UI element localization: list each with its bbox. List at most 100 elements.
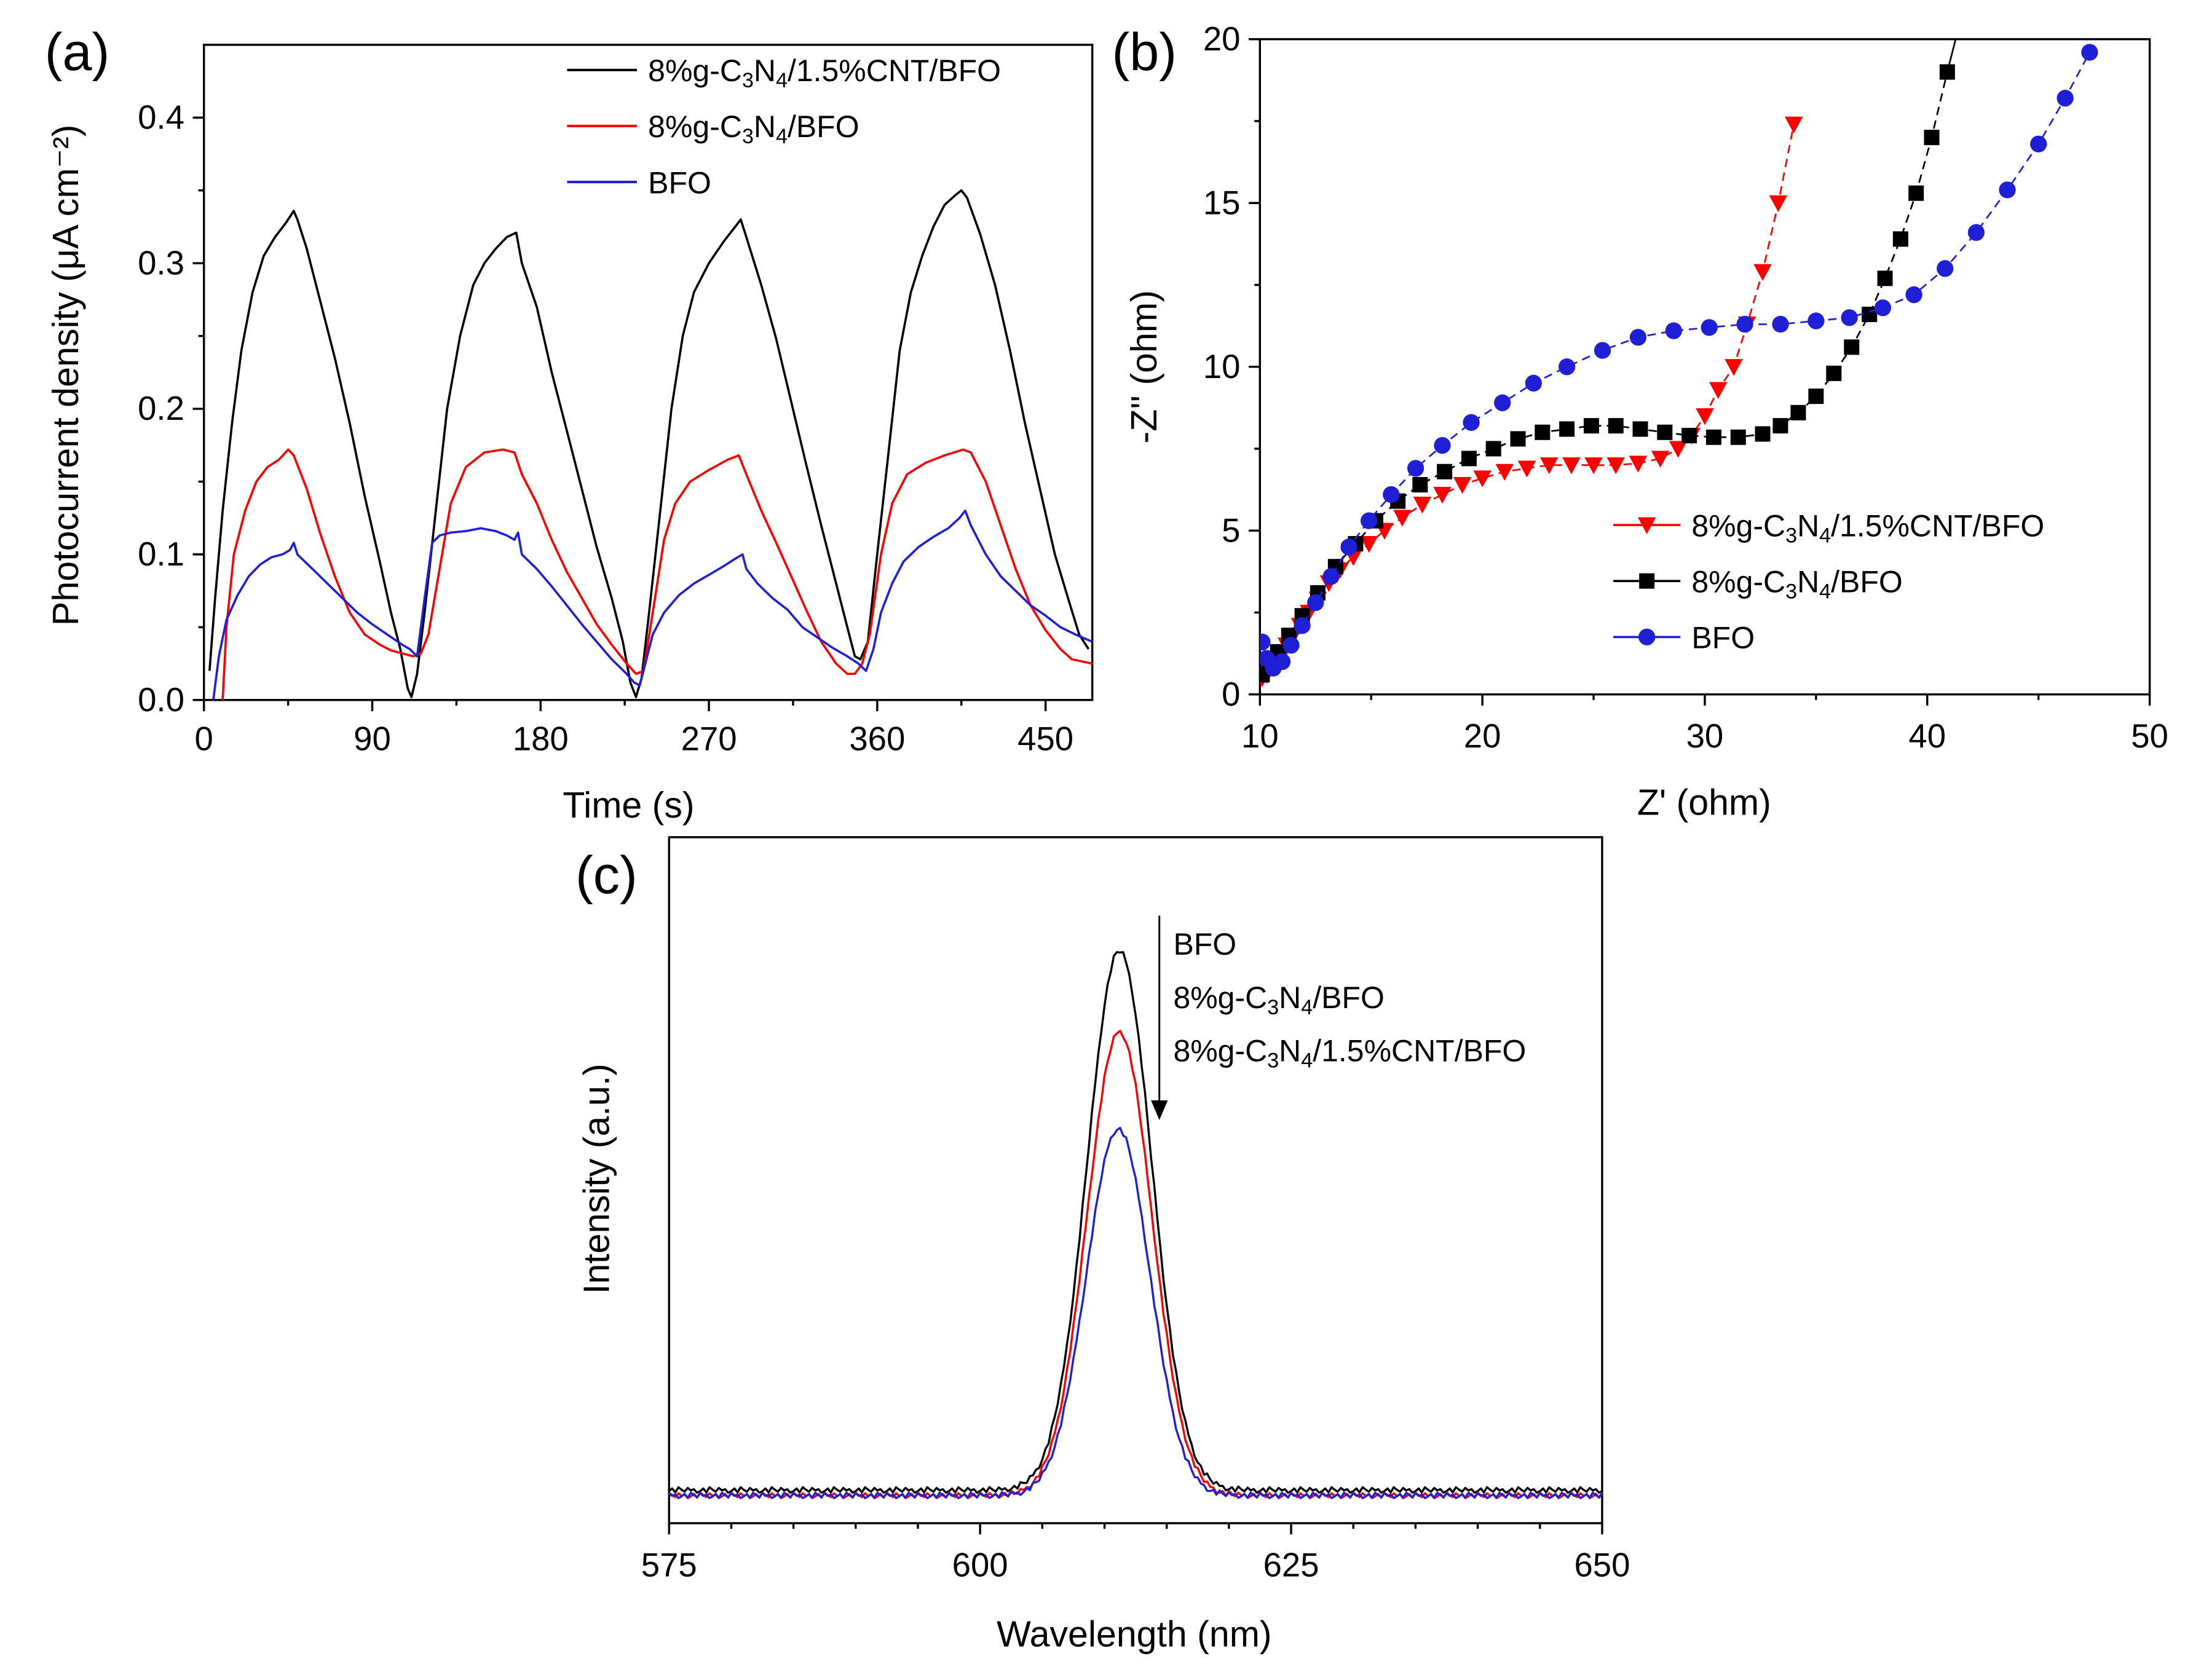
panel-a-legend-label-1-post: /BFO (788, 109, 859, 144)
panel-b-legend-label-0-sub1: 3 (1785, 524, 1797, 547)
panel-b-legend-label-0: 8%g-C3N4/1.5%CNT/BFO (1691, 508, 2044, 547)
panel-b-point-1 (1877, 270, 1893, 286)
panel-a-y-ticks: 0.0 0.1 0.2 0.3 0.4 (138, 98, 204, 719)
panel-b-point-2 (2057, 90, 2074, 107)
panel-b-point-2 (1841, 309, 1858, 326)
panel-c-annotation-line-1-post: /BFO (1313, 980, 1385, 1015)
panel-b-point-2 (1340, 538, 1357, 556)
panel-c-label: (c) (575, 846, 638, 905)
panel-b-point-2 (1808, 312, 1825, 329)
panel-c-annotation-line-1-pre: 8%g-C (1173, 980, 1267, 1015)
panel-b-point-2 (1360, 512, 1378, 529)
panel-b-point-2 (1967, 224, 1985, 241)
panel-a-legend-label-1-pre: 8%g-C (648, 109, 742, 144)
panel-a-x-tick-label: 90 (354, 720, 391, 758)
panel-c-annotation-line-1-sub1: 3 (1267, 996, 1279, 1019)
panel-b-point-2 (1772, 315, 1789, 333)
panel-b-y-tick-label: 10 (1203, 348, 1241, 385)
panel-b-point-2 (1594, 342, 1611, 359)
panel-b-point-2 (1407, 460, 1424, 477)
panel-b-point-2 (1260, 633, 1271, 651)
panel-b-series-line-2 (1261, 52, 2091, 669)
panel-b-point-2 (1294, 617, 1311, 634)
panel-c-x-tick-label: 600 (952, 1546, 1008, 1583)
panel-a-y-axis-title: Photocurrent density (μA cm⁻²) (45, 125, 86, 626)
panel-b-point-1 (1461, 451, 1477, 467)
panel-b-y-tick-label: 5 (1222, 511, 1240, 549)
panel-a-legend-label-1-sub2: 4 (776, 125, 788, 148)
panel-b-point-2 (1273, 653, 1291, 671)
panel-b-point-1 (1583, 418, 1599, 434)
panel-b-legend-label-1-sub2: 4 (1819, 580, 1831, 604)
panel-c-annotation-line-2-sub1: 3 (1267, 1049, 1279, 1073)
panel-b-point-2 (1525, 374, 1542, 392)
panel-b-legend-label-0-mid: N (1797, 508, 1819, 543)
panel-b-point-0 (1473, 470, 1492, 487)
panel-a-legend-label-2: BFO (648, 165, 711, 200)
panel-a-y-tick-label: 0.3 (138, 244, 184, 282)
panel-b-point-2 (1905, 286, 1922, 304)
panel-a-series-line-1 (221, 448, 1093, 700)
panel-b-point-1 (1755, 426, 1771, 442)
panel-a-plot-frame (203, 44, 1094, 701)
panel-b-y-tick-label: 20 (1203, 20, 1241, 58)
panel-b-legend-label-1-sub1: 3 (1785, 580, 1797, 604)
panel-c-annotation-line-2-sub2: 4 (1301, 1049, 1313, 1073)
panel-b-point-0 (1517, 460, 1536, 478)
panel-b-point-1 (1790, 404, 1806, 420)
panel-b-series-area (1260, 39, 2098, 687)
panel-b-point-1 (1437, 463, 1453, 479)
panel-b-point-1 (1939, 64, 1955, 80)
panel-b-legend-label-2-pre: BFO (1691, 620, 1755, 655)
panel-a-legend-label-1-mid: N (754, 109, 776, 144)
panel-b-point-0 (1784, 116, 1803, 134)
panel-a-x-tick-label: 450 (1017, 720, 1073, 758)
panel-a-y-tick-label: 0.0 (138, 681, 184, 719)
panel-b-point-0 (1433, 487, 1452, 504)
panel-b-legend-label-1: 8%g-C3N4/BFO (1691, 564, 1902, 603)
panel-c-x-tick-label: 625 (1263, 1546, 1319, 1583)
panel-b-point-2 (1629, 329, 1647, 346)
panel-b-point-2 (1494, 394, 1511, 411)
panel-b-legend-label-1-pre: 8%g-C (1691, 564, 1785, 599)
panel-a-x-tick-label: 180 (513, 720, 569, 758)
panel-b-x-tick-label: 50 (2131, 717, 2168, 755)
panel-b-point-1 (1657, 424, 1673, 440)
panel-c-x-axis-title: Wavelength (nm) (997, 1613, 1271, 1654)
panel-a-series (208, 189, 1093, 700)
panel-b-point-2 (1874, 299, 1892, 317)
panel-a-x-tick-label: 360 (849, 720, 905, 758)
panel-b-point-1 (1510, 431, 1526, 447)
panel-b-legend-marker-2 (1638, 628, 1656, 645)
panel-b-point-2 (2030, 135, 2047, 152)
panel-c-series (668, 951, 1603, 1499)
panel-b-point-2 (1322, 568, 1340, 585)
panel-b-point-1 (1535, 424, 1551, 440)
panel-b-legend-marker-1 (1639, 573, 1655, 589)
panel-b-x-axis-title: Z' (ohm) (1637, 781, 1771, 822)
panel-b-point-0 (1651, 451, 1670, 468)
panel-b-point-2 (1736, 315, 1753, 333)
panel-a-x-ticks: 0 90 180 270 360 450 (195, 700, 1073, 758)
panel-b-point-2 (1558, 358, 1576, 376)
panel-a-series-line-2 (212, 510, 1093, 700)
panel-c-annotation-line-2-mid: N (1279, 1033, 1301, 1068)
panel-b-y-tick-label: 15 (1203, 184, 1241, 221)
panel-b-point-0 (1413, 497, 1432, 514)
panel-b-point-1 (1730, 429, 1746, 445)
panel-b-point-2 (1701, 319, 1718, 336)
panel-a-y-tick-label: 0.2 (138, 390, 184, 427)
panel-c-series-line-0 (668, 951, 1603, 1494)
panel-b-x-ticks: 10 20 30 40 50 (1241, 694, 2168, 755)
panel-b-point-2 (1999, 181, 2016, 199)
panel-c-annotation-line-1-sub2: 4 (1301, 996, 1313, 1019)
panel-b-y-axis-title: -Z'' (ohm) (1123, 290, 1164, 444)
panel-b-point-2 (1937, 260, 1954, 277)
panel-b-legend-label-0-post: /1.5%CNT/BFO (1831, 508, 2044, 543)
panel-a-series-line-0 (208, 189, 1090, 698)
panel-b-point-0 (1769, 195, 1788, 213)
panel-a-legend-label-0-sub2: 4 (776, 69, 788, 92)
panel-b-series (1260, 39, 2098, 687)
